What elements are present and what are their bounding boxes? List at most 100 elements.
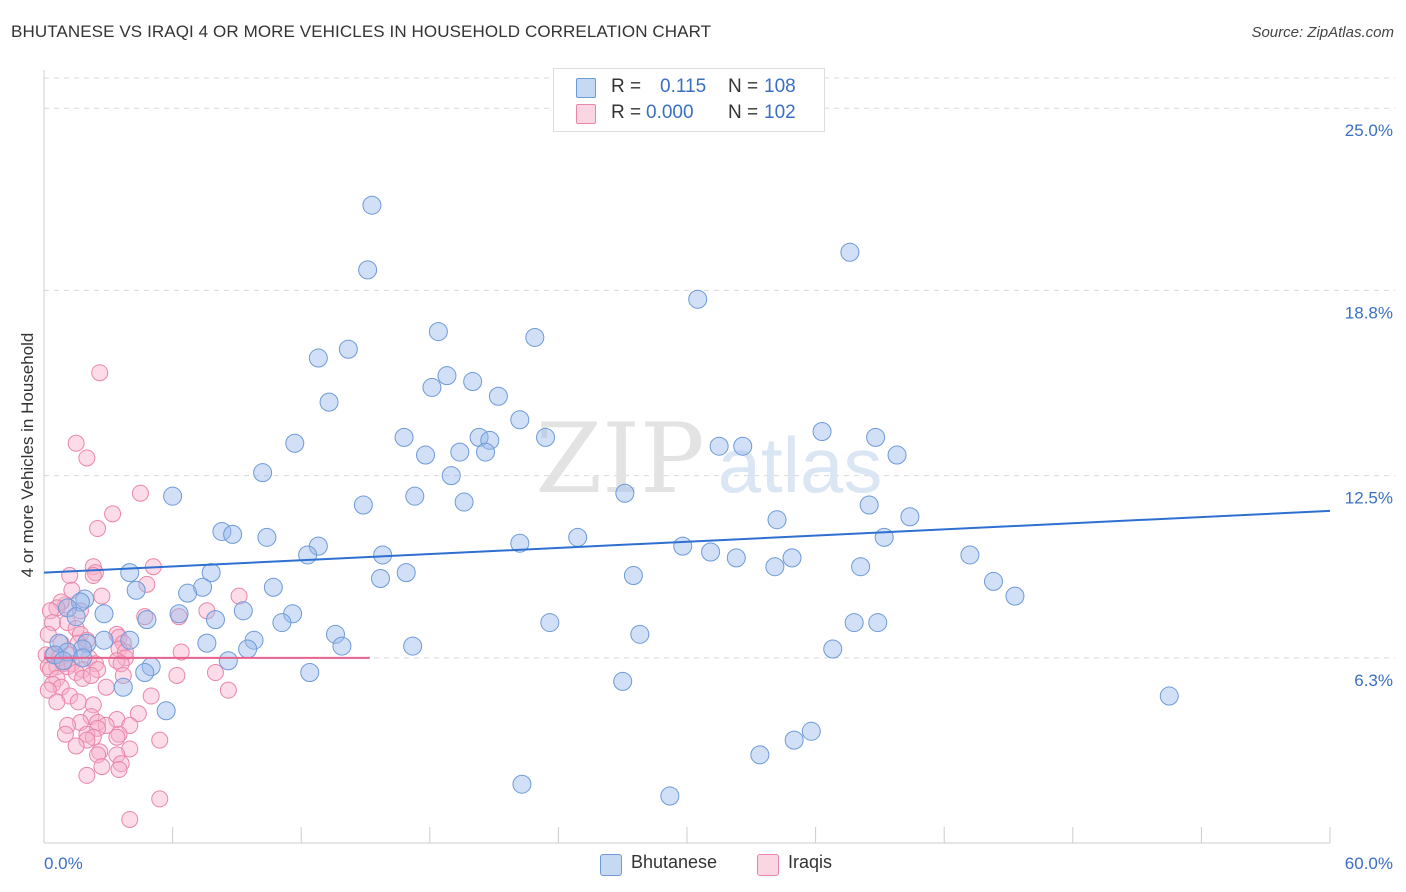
iraqis-point <box>89 520 107 538</box>
bhutanese-point <box>454 492 474 512</box>
bhutanese-point <box>238 639 258 659</box>
trend-lines <box>43 509 1331 659</box>
bhutanese-point <box>394 427 414 447</box>
bhutanese-point <box>568 527 588 547</box>
bhutanese-point <box>120 563 140 583</box>
iraqis-point <box>129 705 147 723</box>
bhutanese-point <box>113 677 133 697</box>
bhutanese-point <box>812 422 832 442</box>
bhutanese-point <box>169 604 189 624</box>
axes <box>43 70 1331 844</box>
bhutanese-point <box>70 592 90 612</box>
watermark-atlas: atlas <box>718 421 883 509</box>
bhutanese-point <box>840 242 860 262</box>
x-tick-label-max: 60.0% <box>1345 854 1393 873</box>
bhutanese-point <box>823 639 843 659</box>
bhutanese-point <box>782 548 802 568</box>
bhutanese-point <box>623 566 643 586</box>
x-tick-label-min: 0.0% <box>44 854 83 873</box>
bhutanese-point <box>1159 686 1179 706</box>
bhutanese-point <box>422 377 442 397</box>
iraqis-point <box>121 810 139 828</box>
bhutanese-point <box>983 571 1003 591</box>
iraqis-point <box>219 681 237 699</box>
watermark-zip: ZIP <box>535 403 704 515</box>
legend-r-label: R = <box>611 102 642 123</box>
bhutanese-point <box>53 651 73 671</box>
iraqis-point <box>84 567 102 585</box>
bhutanese-point <box>900 507 920 527</box>
bhutanese-point <box>353 495 373 515</box>
watermark: ZIP atlas <box>535 403 882 515</box>
legend-bhutanese-swatch <box>600 854 622 876</box>
iraqis-point <box>104 505 122 523</box>
bhutanese-point <box>193 577 213 597</box>
bhutanese-point <box>510 533 530 553</box>
iraqis-point <box>151 790 169 808</box>
legend-n-value: 108 <box>764 76 796 97</box>
bhutanese-point <box>300 663 320 683</box>
bhutanese-point <box>163 486 183 506</box>
bhutanese-point <box>1005 586 1025 606</box>
bhutanese-point <box>960 545 980 565</box>
iraqis-point <box>151 731 169 749</box>
bhutanese-point <box>801 721 821 741</box>
bhutanese-point <box>298 545 318 565</box>
bhutanese-point <box>476 442 496 462</box>
bhutanese-point <box>405 486 425 506</box>
iraqis-point <box>108 728 126 746</box>
bhutanese-point <box>851 557 871 577</box>
bhutanese-point <box>512 774 532 794</box>
tick-labels: 6.3% 12.5% 18.8% 25.0% 0.0% 60.0% <box>44 121 1393 873</box>
bhutanese-point <box>709 436 729 456</box>
bhutanese-point <box>733 436 753 456</box>
iraqis-point <box>78 766 96 784</box>
bhutanese-point <box>212 521 232 541</box>
legend-bhutanese-label: Bhutanese <box>631 852 718 872</box>
iraqis-point <box>172 643 190 661</box>
iraqis-point <box>230 587 248 605</box>
bhutanese-point <box>197 633 217 653</box>
iraqis-points <box>37 364 248 828</box>
bhutanese-point <box>257 527 277 547</box>
bhutanese-point <box>525 327 545 347</box>
iraqis-point <box>78 731 96 749</box>
bhutanese-point <box>94 630 114 650</box>
y-tick-label: 25.0% <box>1345 121 1393 140</box>
iraqis-point <box>170 608 188 626</box>
bhutanese-point <box>765 557 785 577</box>
iraqis-point <box>61 567 79 585</box>
iraqis-point <box>97 678 115 696</box>
bhutanese-point <box>156 701 176 721</box>
bhutanese-point <box>540 613 560 633</box>
legend-iraqis-swatch <box>757 854 779 876</box>
bhutanese-point <box>272 613 292 633</box>
legend-r-value: 0.000 <box>646 102 694 123</box>
stats-legend: R = 0.115 N = 108 R = 0.000 N = 102 <box>553 68 825 132</box>
iraqis-point <box>131 484 149 502</box>
bhutanese-point <box>233 601 253 621</box>
bhutanese-point <box>887 445 907 465</box>
bhutanese-point <box>688 289 708 309</box>
bhutanese-point <box>784 730 804 750</box>
bhutanese-point <box>396 563 416 583</box>
bhutanese-point <box>178 583 198 603</box>
bhutanese-point <box>332 636 352 656</box>
bhutanese-point <box>488 386 508 406</box>
bhutanese-point <box>844 613 864 633</box>
bhutanese-point <box>205 610 225 630</box>
bhutanese-point <box>403 636 423 656</box>
bhutanese-point <box>510 410 530 430</box>
legend-n-label: N = <box>728 102 759 123</box>
bhutanese-point <box>441 466 461 486</box>
bhutanese-point <box>120 630 140 650</box>
bhutanese-point <box>750 745 770 765</box>
bhutanese-trend-line <box>43 509 1331 574</box>
bhutanese-point <box>137 610 157 630</box>
bhutanese-point <box>94 604 114 624</box>
legend-swatch-blue <box>576 78 596 98</box>
bhutanese-point <box>463 372 483 392</box>
bhutanese-point <box>126 580 146 600</box>
bhutanese-point <box>358 260 378 280</box>
